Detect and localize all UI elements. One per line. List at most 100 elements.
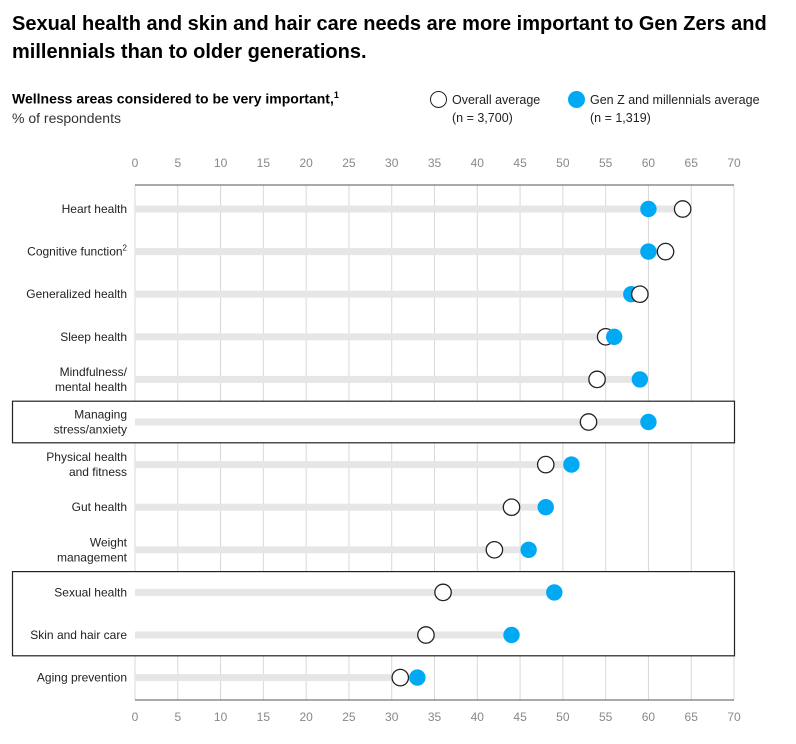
tick-label-top-60: 60 <box>642 156 656 170</box>
highlight-box-1 <box>11 570 736 657</box>
tick-label-top-10: 10 <box>214 156 228 170</box>
dot-genz-10 <box>503 626 520 644</box>
tick-label-bottom-65: 65 <box>685 710 699 724</box>
tick-label-bottom-20: 20 <box>299 710 313 724</box>
category-footnote-1: 2 <box>123 244 128 253</box>
dot-genz-3 <box>606 328 623 345</box>
legend-swatch-overall <box>430 91 447 108</box>
dot-genz-4 <box>631 371 649 388</box>
dot-overall-2 <box>631 285 649 304</box>
tick-label-top-30: 30 <box>385 156 399 170</box>
dot-genz-7 <box>537 499 554 516</box>
dot-genz-5 <box>640 413 657 431</box>
tick-label-top-55: 55 <box>599 156 613 170</box>
dot-overall-5 <box>579 413 598 431</box>
dot-overall-1 <box>656 242 675 261</box>
dot-overall-9 <box>434 583 452 602</box>
tick-label-bottom-25: 25 <box>342 710 356 724</box>
category-label-8-line-1: management <box>57 550 128 564</box>
tick-label-top-50: 50 <box>556 156 570 170</box>
dot-overall-0 <box>673 200 692 218</box>
legend-label-overall: Overall average (n = 3,700) <box>452 91 540 127</box>
range-bar-7 <box>135 503 546 511</box>
data-points <box>391 200 692 687</box>
category-label-2-line-0: Generalized health <box>26 287 127 301</box>
category-label-6-line-0: Physical health <box>46 450 127 464</box>
dot-overall-11 <box>391 668 410 687</box>
legend-label-genz: Gen Z and millennials average (n = 1,319) <box>590 91 760 127</box>
legend-line1-genz: Gen Z and millennials average <box>590 93 760 107</box>
dot-genz-9 <box>546 584 563 601</box>
tick-label-top-45: 45 <box>513 156 527 170</box>
tick-label-top-70: 70 <box>727 156 741 170</box>
chart-unit: % of respondents <box>12 110 121 126</box>
tick-label-bottom-40: 40 <box>471 710 485 724</box>
category-label-5-line-0: Managing <box>74 408 127 422</box>
category-label-5-line-1: stress/anxiety <box>54 423 127 437</box>
dot-overall-6 <box>536 455 555 474</box>
range-bar-2 <box>135 290 640 298</box>
tick-label-top-0: 0 <box>132 156 139 170</box>
dot-overall-4 <box>588 370 606 389</box>
category-label-10-line-0: Skin and hair care <box>30 628 127 642</box>
category-label-0-line-0: Heart health <box>62 202 127 216</box>
category-label-6-line-1: and fitness <box>69 465 127 479</box>
tick-label-bottom-45: 45 <box>513 710 527 724</box>
range-bar-1 <box>135 248 666 256</box>
tick-label-bottom-10: 10 <box>214 710 228 724</box>
dot-genz-1 <box>640 243 657 260</box>
dot-genz-8 <box>520 541 537 558</box>
tick-label-bottom-0: 0 <box>132 710 139 724</box>
range-bar-9 <box>135 588 555 596</box>
range-bar-10 <box>135 631 512 639</box>
range-bar-8 <box>135 546 529 554</box>
dot-genz-11 <box>409 669 426 686</box>
category-label-8-line-0: Weight <box>90 535 128 549</box>
legend-line2-overall: (n = 3,700) <box>452 111 513 125</box>
chart-title: Sexual health and skin and hair care nee… <box>12 13 767 63</box>
range-bar-4 <box>135 375 640 383</box>
tick-label-bottom-35: 35 <box>428 710 442 724</box>
range-bar-5 <box>135 418 649 426</box>
legend-swatch-genz <box>568 91 585 108</box>
dot-genz-6 <box>563 456 580 473</box>
subtitle-footnote: 1 <box>333 90 339 100</box>
chart-subtitle: Wellness areas considered to be very imp… <box>12 90 339 107</box>
range-bar-3 <box>135 333 615 341</box>
dot-overall-8 <box>485 540 504 559</box>
range-bar-0 <box>135 205 683 213</box>
highlight-boxes <box>11 400 736 657</box>
tick-label-bottom-30: 30 <box>385 710 399 724</box>
range-bars <box>135 205 683 682</box>
tick-label-bottom-5: 5 <box>174 710 181 724</box>
subtitle-text: Wellness areas considered to be very imp… <box>12 90 334 107</box>
category-label-4-line-0: Mindfulness/ <box>60 365 128 379</box>
tick-label-top-15: 15 <box>257 156 271 170</box>
tick-label-top-20: 20 <box>299 156 313 170</box>
axis-ticks: 0055101015152020252530303535404045455050… <box>132 156 741 724</box>
tick-label-top-5: 5 <box>174 156 181 170</box>
dot-overall-10 <box>417 626 435 644</box>
tick-label-top-35: 35 <box>428 156 442 170</box>
tick-label-bottom-60: 60 <box>642 710 656 724</box>
category-label-11-line-0: Aging prevention <box>37 671 127 685</box>
category-label-7-line-0: Gut health <box>72 500 127 514</box>
tick-label-bottom-50: 50 <box>556 710 570 724</box>
tick-label-top-40: 40 <box>471 156 485 170</box>
category-label-1-line-0: Cognitive function2 <box>27 244 127 259</box>
range-bar-11 <box>135 674 418 682</box>
dot-genz-0 <box>640 200 657 218</box>
category-label-3-line-0: Sleep health <box>60 330 127 344</box>
dot-overall-7 <box>502 498 521 517</box>
category-label-4-line-1: mental health <box>55 380 127 394</box>
tick-label-bottom-15: 15 <box>257 710 271 724</box>
tick-label-top-65: 65 <box>685 156 699 170</box>
tick-label-top-25: 25 <box>342 156 356 170</box>
tick-label-bottom-55: 55 <box>599 710 613 724</box>
legend-line2-genz: (n = 1,319) <box>590 111 651 125</box>
tick-label-bottom-70: 70 <box>727 710 741 724</box>
legend-line1-overall: Overall average <box>452 93 541 107</box>
category-labels: Heart health Cognitive function2 Generaliz… <box>26 202 127 685</box>
category-label-9-line-0: Sexual health <box>54 585 127 599</box>
